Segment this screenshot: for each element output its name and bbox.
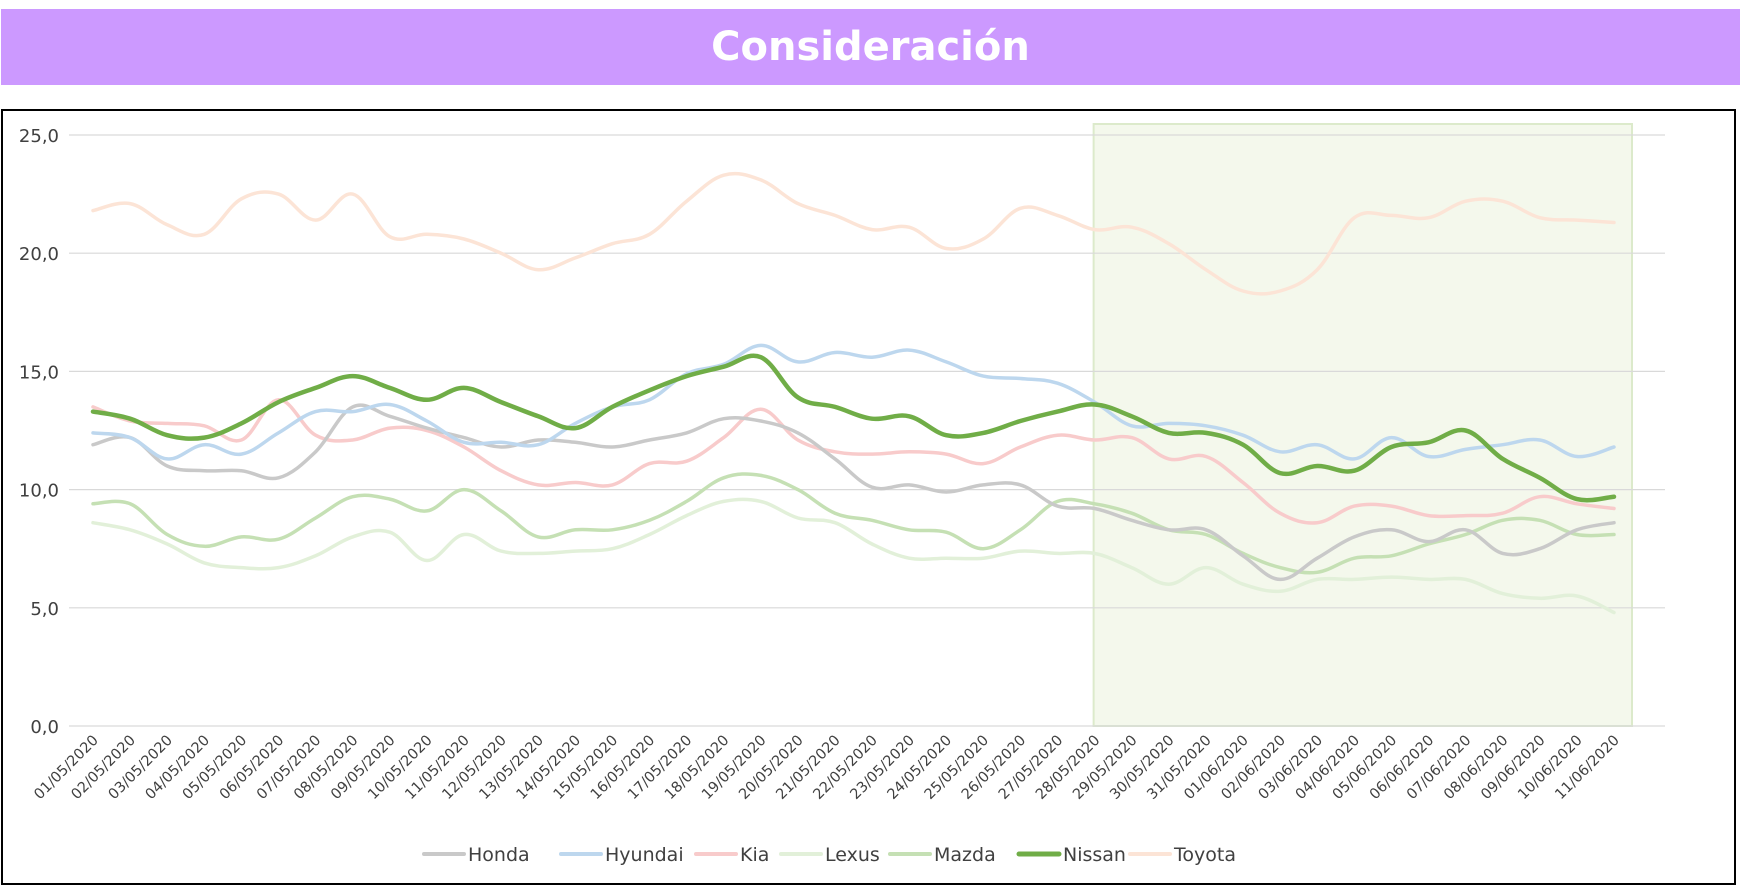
y-tick-label: 20,0 [19, 244, 59, 265]
y-tick-label: 0,0 [30, 717, 59, 738]
y-tick-label: 5,0 [30, 599, 59, 620]
legend-item-mazda: Mazda [888, 844, 996, 866]
series-line-mazda [91, 472, 1616, 575]
series-line-toyota [91, 171, 1616, 296]
legend-label: Toyota [1173, 844, 1236, 866]
legend-label: Kia [740, 844, 769, 866]
y-tick-label: 10,0 [19, 481, 59, 502]
legend-label: Hyundai [605, 844, 684, 866]
series-line-honda [91, 403, 1616, 582]
legend-label: Lexus [825, 844, 880, 866]
series-line-hyundai [91, 343, 1616, 461]
legend-label: Honda [468, 844, 530, 866]
series-line-lexus [91, 497, 1616, 615]
legend-item-hyundai: Hyundai [559, 844, 684, 866]
title-bar: Consideración [1, 9, 1740, 85]
chart-title: Consideración [711, 24, 1030, 70]
series-line-nissan [90, 353, 1617, 503]
chart-frame: 0,0 5,0 10,0 15,0 20,0 25,0 01/05/2020 02/05/2… [1, 109, 1736, 885]
y-tick-label: 25,0 [19, 126, 59, 147]
legend-item-lexus: Lexus [779, 844, 880, 866]
legend-item-kia: Kia [694, 844, 769, 866]
legend-item-nissan: Nissan [1016, 844, 1126, 866]
series-line-kia [91, 398, 1616, 525]
legend-item-honda: Honda [422, 844, 530, 866]
legend-item-toyota: Toyota [1128, 844, 1236, 866]
y-tick-label: 15,0 [19, 362, 59, 383]
line-chart: 0,05,010,015,020,025,0 01/05/202002/05/2… [19, 123, 1665, 866]
legend-label: Nissan [1063, 844, 1126, 866]
legend-label: Mazda [934, 844, 996, 866]
